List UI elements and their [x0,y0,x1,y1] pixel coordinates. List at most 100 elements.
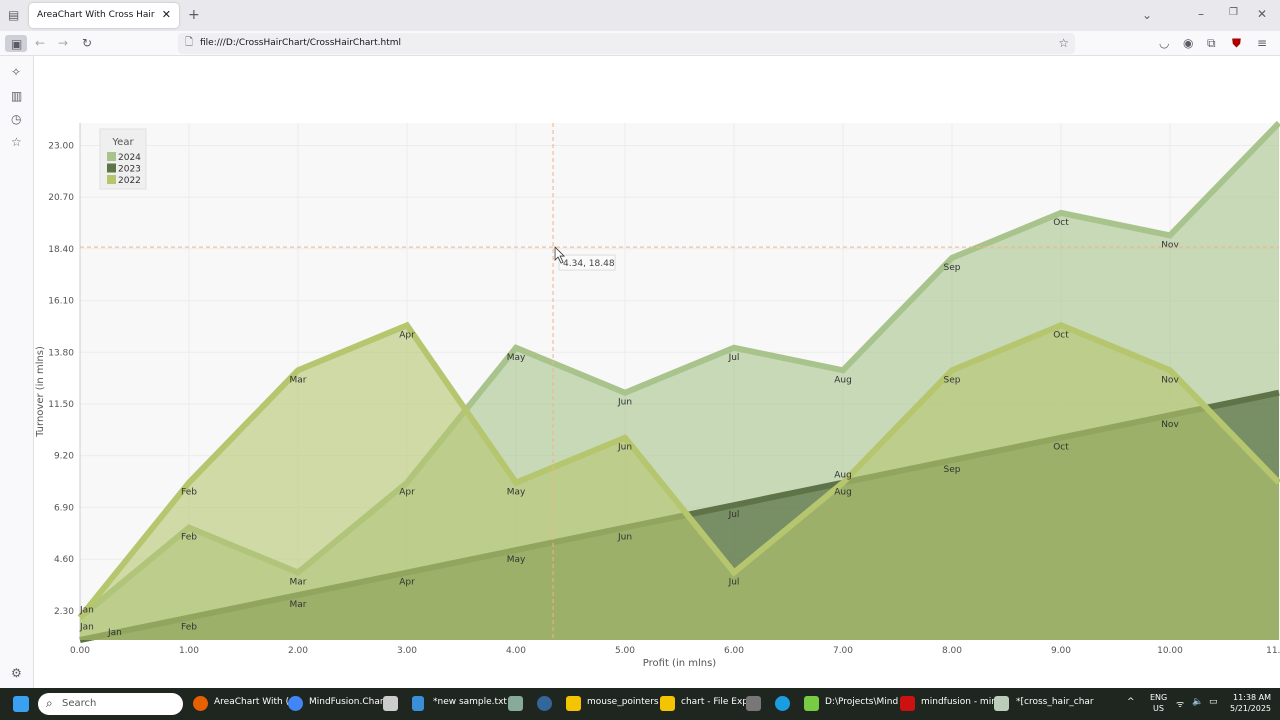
extensions-icon[interactable]: ⧉ [1207,36,1216,50]
bookmarks-icon[interactable]: ☆ [11,135,22,149]
battery-icon[interactable]: ▭ [1209,697,1218,707]
app-icon[interactable] [537,696,552,711]
data-label: Sep [944,465,961,475]
pocket-icon[interactable]: ◡ [1159,36,1170,50]
browser-sidebar: ✧ ▥ ◷ ☆ ⚙ [0,56,34,688]
data-label: Jul [728,578,740,588]
app-icon[interactable] [383,696,398,711]
app-icon[interactable] [508,696,523,711]
data-label: May [507,488,526,498]
windows-start-icon[interactable] [13,696,29,712]
synced-tabs-icon[interactable]: ▥ [11,89,23,103]
filezilla-icon[interactable] [900,696,915,711]
tab-list-icon[interactable]: ▤ [8,8,20,22]
edge-icon[interactable] [775,696,790,711]
area-chart[interactable]: 2.30 4.60 6.90 9.20 11.50 13.80 16.10 18.40 20.7… [34,56,1280,688]
legend-title: Year [111,137,134,148]
menu-icon[interactable]: ≡ [1257,36,1268,50]
chevron-up-icon[interactable]: ^ [1127,697,1135,707]
x-tick-label: 2.00 [288,646,308,656]
legend-swatch [107,175,116,184]
folder-icon[interactable] [566,696,581,711]
data-label: Nov [1161,375,1179,385]
tab-active[interactable]: AreaChart With Cross Hair ✕ [29,3,179,28]
volume-icon[interactable]: 🔈 [1192,697,1204,707]
close-tab-icon[interactable]: ✕ [161,8,171,21]
y-tick-label: 20.70 [48,193,74,203]
taskbar-item[interactable]: *new sample.txt [433,697,507,707]
chrome-icon[interactable] [288,696,303,711]
minimize-icon[interactable]: – [1198,7,1204,21]
new-tab-icon[interactable]: + [188,7,200,23]
back-icon[interactable]: ← [35,36,46,50]
taskbar-item[interactable]: MindFusion.Char [309,697,384,707]
data-label: Feb [181,533,197,543]
data-label: Jan [107,628,122,638]
notepadpp-icon[interactable] [804,696,819,711]
data-label: Mar [290,600,307,610]
taskbar-item[interactable]: chart - File Exp [681,697,749,707]
data-label: Oct [1053,218,1069,228]
x-tick-label: 0.00 [70,646,90,656]
search-icon: ⌕ [46,696,53,710]
image-icon[interactable] [994,696,1009,711]
page-icon: 🗋 [185,37,194,48]
data-label: Sep [944,375,961,385]
x-tick-label: 1.00 [179,646,199,656]
data-label: Oct [1053,443,1069,453]
history-icon[interactable]: ◷ [11,112,22,126]
data-label: Oct [1053,330,1069,340]
forward-icon[interactable]: → [58,36,69,50]
reload-icon[interactable]: ↻ [82,36,93,50]
data-label: Apr [399,578,415,588]
data-label: Jun [617,398,632,408]
settings-gear-icon[interactable]: ⚙ [11,666,22,680]
taskbar-item[interactable]: D:\Projects\Mind [825,697,899,707]
sidebar-toggle-icon[interactable]: ▣ [5,35,27,52]
y-tick-label: 4.60 [54,555,74,565]
clock-date[interactable]: 5/21/2025 [1230,704,1272,713]
y-tick-label: 2.30 [54,607,74,617]
search-placeholder: Search [62,698,97,709]
taskbar-item[interactable]: mouse_pointers [587,697,659,707]
data-label: Mar [290,578,307,588]
x-tick-label: 9.00 [1051,646,1071,656]
x-axis-title: Profit (in mlns) [643,658,717,669]
data-label: May [507,555,526,565]
lang-region[interactable]: US [1153,704,1164,713]
taskbar: ⌕ Search AreaChart With ( MindFusion.Char… [0,688,1280,720]
folder-icon[interactable] [660,696,675,711]
taskbar-search[interactable]: ⌕ Search [38,693,183,715]
notepad-icon[interactable] [412,696,424,711]
bookmark-star-icon[interactable]: ☆ [1058,36,1069,50]
y-tick-label: 6.90 [54,503,74,513]
y-axis-title: Turnover (in mlns) [35,346,46,438]
legend-swatch [107,152,116,161]
address-bar[interactable]: 🗋 file:///D:/CrossHairChart/CrossHairChar… [178,33,1075,54]
ai-chat-icon[interactable]: ✧ [11,65,22,79]
data-label: May [507,353,526,363]
series-line-2022 [77,321,1280,620]
taskbar-item[interactable]: AreaChart With ( [214,697,290,707]
restore-icon[interactable]: ❐ [1229,7,1238,18]
close-window-icon[interactable]: ✕ [1257,7,1268,21]
firefox-icon[interactable] [193,696,208,711]
wifi-icon[interactable]: ᯤ [1176,700,1185,710]
taskbar-item[interactable]: mindfusion - mir [921,697,995,707]
data-label: Sep [944,263,961,273]
clock-time[interactable]: 11:38 AM [1233,693,1271,702]
legend-item: 2022 [118,176,141,186]
nav-bar: ▣ ← → ↻ 🗋 file:///D:/CrossHairChart/Cross… [0,31,1280,56]
x-tick-label: 6.00 [724,646,744,656]
data-label: Feb [181,488,197,498]
app-icon[interactable] [746,696,761,711]
y-tick-label: 9.20 [54,452,74,462]
lang[interactable]: ENG [1150,693,1168,702]
x-tick-label: 7.00 [833,646,853,656]
y-tick-label: 23.00 [48,141,74,151]
legend-item: 2023 [118,165,141,175]
ublock-icon[interactable]: ⛊ [1232,36,1242,50]
taskbar-item[interactable]: *[cross_hair_char [1016,697,1094,707]
chevron-down-icon[interactable]: ⌄ [1142,8,1153,22]
account-icon[interactable]: ◉ [1183,36,1194,50]
